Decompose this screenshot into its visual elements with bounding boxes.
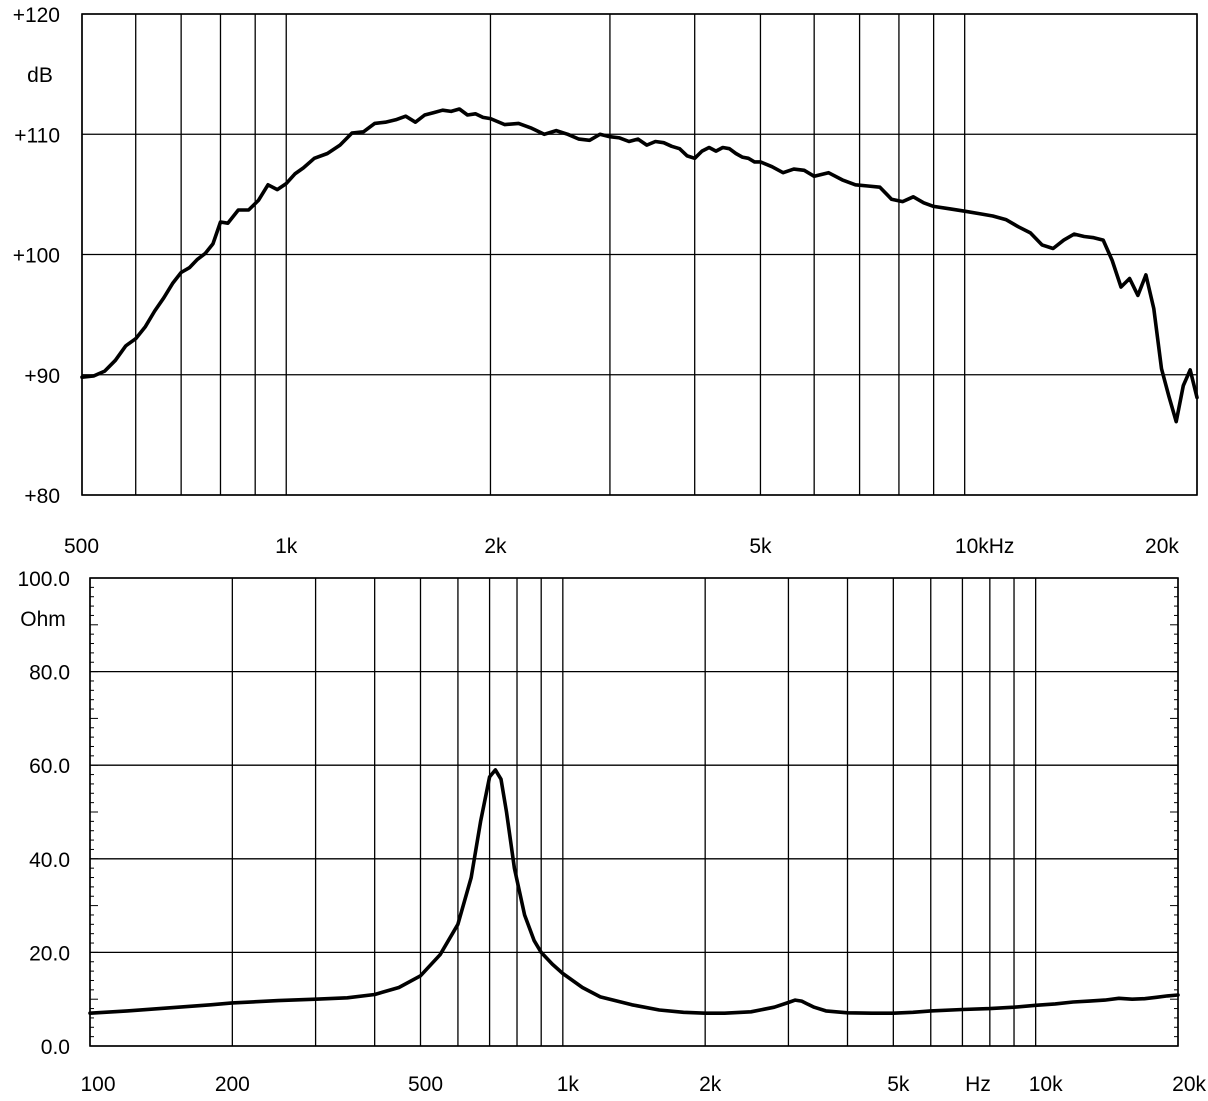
spl-ytick-label: +110 [14, 124, 60, 147]
spl-chart: +80 +90 +100 +110 +120 dB 500 1k 2k 5k 10kHz 20k [13, 4, 1199, 558]
impedance-plot-frame [89, 577, 1179, 1047]
impedance-xtick-label: 1k [557, 1073, 580, 1096]
spl-xtick-label: 20k [1145, 535, 1179, 558]
spl-xtick-label: 1k [275, 535, 298, 558]
impedance-ylabel: Ohm [20, 608, 66, 631]
impedance-chart: 0.0 20.0 40.0 60.0 80.0 100.0 Ohm 100 200 500 1k 2k… [17, 568, 1206, 1096]
impedance-ytick-label: 0.0 [41, 1036, 70, 1059]
spl-xtick-label: 500 [64, 535, 99, 558]
impedance-xtick-label: 200 [215, 1073, 250, 1096]
spl-ytick-label: +80 [24, 485, 60, 508]
spl-ytick-label: +120 [13, 4, 60, 27]
impedance-xtick-label: 2k [699, 1073, 722, 1096]
spl-xtick-label: 2k [484, 535, 507, 558]
impedance-xtick-label: 20k [1172, 1073, 1206, 1096]
spl-ytick-label: +90 [24, 365, 60, 388]
spl-plot-frame [81, 13, 1198, 496]
spl-xtick-label: 10kHz [955, 535, 1015, 558]
impedance-xtick-label: 5k [887, 1073, 910, 1096]
spl-xtick-label: 5k [749, 535, 772, 558]
impedance-xlabel: Hz [965, 1073, 991, 1096]
impedance-xtick-label: 100 [80, 1073, 115, 1096]
impedance-ytick-label: 20.0 [29, 942, 70, 965]
impedance-series-line [88, 768, 1180, 1016]
spl-series-line [80, 107, 1199, 424]
impedance-ytick-label: 80.0 [29, 662, 70, 685]
impedance-ytick-label: 100.0 [17, 568, 70, 591]
impedance-xtick-label: 500 [408, 1073, 443, 1096]
spl-ylabel: dB [27, 64, 53, 87]
impedance-ytick-label: 40.0 [29, 849, 70, 872]
impedance-xtick-label: 10k [1029, 1073, 1063, 1096]
spl-ytick-label: +100 [13, 245, 60, 268]
impedance-ytick-label: 60.0 [29, 755, 70, 778]
